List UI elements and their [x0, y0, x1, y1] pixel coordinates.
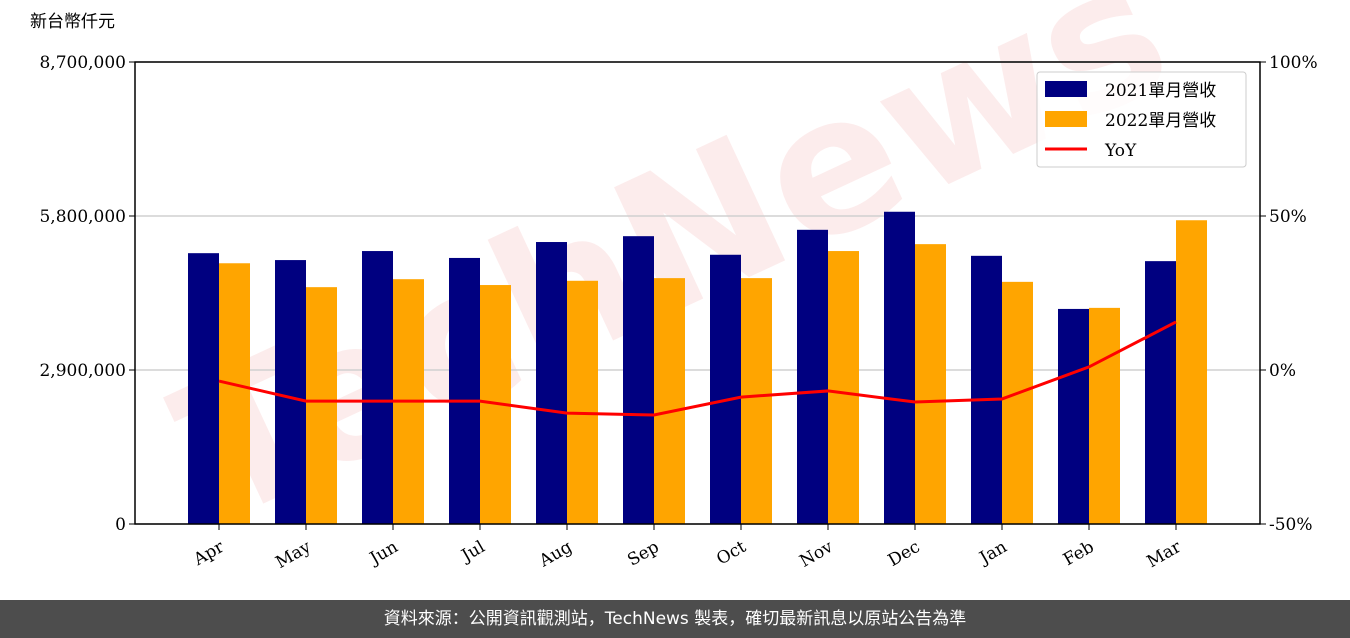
y-tick-label: 0	[115, 515, 126, 535]
bar	[1058, 308, 1089, 524]
bar	[884, 211, 915, 525]
legend-label: 2022單月營收	[1105, 111, 1216, 131]
y-axis-label: 新台幣仟元	[30, 12, 115, 32]
bar	[971, 255, 1002, 525]
bar	[275, 260, 306, 524]
line	[218, 320, 1177, 417]
bar	[188, 253, 219, 524]
bar	[741, 278, 772, 524]
x-tick-label: Nov	[796, 537, 836, 572]
x-tick-label: Dec	[885, 537, 924, 571]
bar	[828, 251, 859, 524]
y2-tick-label: 50%	[1269, 207, 1307, 227]
bar	[710, 254, 741, 525]
x-tick-label: Jan	[975, 537, 1011, 569]
x-tick-label: Jun	[365, 537, 402, 570]
legend-box	[1036, 71, 1247, 168]
y-tick-label: 5,800,000	[39, 207, 126, 227]
legend-swatch	[1045, 81, 1087, 97]
legend-swatch	[1045, 111, 1087, 127]
x-tick-label: Apr	[190, 537, 229, 571]
footer: 資料來源：公開資訊觀測站，TechNews 製表，確切最新訊息以原站公告為準	[0, 600, 1350, 638]
x-tick-label: Aug	[535, 537, 576, 572]
bar	[449, 257, 480, 524]
bar	[623, 236, 654, 524]
chart: 新台幣仟元 TechNews 02,900,0005,800,0008,700,…	[30, 0, 1318, 573]
bar	[654, 278, 685, 524]
legend-label: YoY	[1104, 141, 1137, 161]
y2-tick-label: -50%	[1269, 515, 1313, 535]
legend-label: 2021單月營收	[1105, 81, 1216, 101]
x-tick-label: Jul	[457, 537, 489, 567]
bar	[1176, 220, 1207, 524]
bar	[219, 263, 250, 524]
y-tick-label: 8,700,000	[39, 53, 126, 73]
x-tick-label: Mar	[1144, 537, 1186, 573]
bar	[362, 251, 393, 524]
plot-frame	[134, 61, 1261, 525]
x-tick-label: Sep	[624, 537, 662, 571]
y-tick-label: 2,900,000	[39, 361, 126, 381]
bar	[306, 287, 337, 524]
x-tick-label: Oct	[713, 537, 749, 570]
x-tick-label: Feb	[1060, 537, 1098, 570]
bar	[1089, 307, 1120, 524]
bar	[567, 280, 598, 524]
bar	[915, 244, 946, 524]
bar	[1145, 261, 1176, 524]
y2-tick-label: 0%	[1269, 361, 1296, 381]
bar	[797, 229, 828, 525]
y2-tick-label: 100%	[1269, 53, 1318, 73]
bar	[536, 242, 567, 524]
bar	[1002, 281, 1033, 524]
